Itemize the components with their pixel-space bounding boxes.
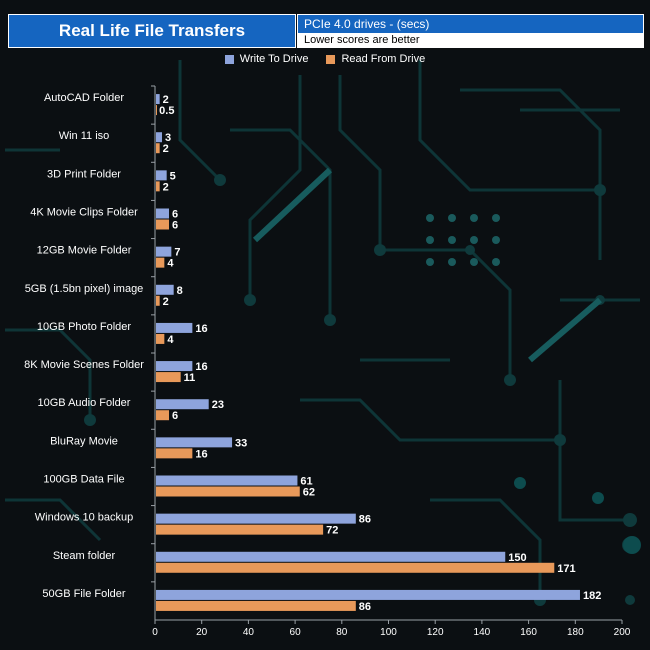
category-label: BluRay Movie: [50, 435, 118, 447]
write-bar: [156, 170, 167, 181]
legend-swatch-read: [326, 54, 336, 64]
read-value-label: 86: [359, 601, 371, 613]
legend-item-read: Read From Drive: [326, 53, 425, 65]
read-bar: [156, 295, 160, 306]
write-value-label: 16: [195, 323, 207, 335]
x-tick-label: 160: [520, 627, 537, 638]
x-tick-label: 100: [380, 627, 397, 638]
write-bar: [156, 589, 580, 600]
legend: Write To Drive Read From Drive: [0, 53, 650, 65]
x-tick-label: 80: [336, 627, 348, 638]
category-label: 3D Print Folder: [47, 168, 121, 180]
read-bar: [156, 486, 300, 497]
write-bar: [156, 94, 160, 105]
read-value-label: 62: [303, 487, 315, 499]
x-tick-label: 60: [290, 627, 302, 638]
legend-swatch-write: [224, 54, 234, 64]
write-bar: [156, 437, 233, 448]
category-label: 8K Movie Scenes Folder: [24, 359, 144, 371]
read-value-label: 171: [557, 563, 575, 575]
read-value-label: 2: [163, 181, 169, 193]
category-label: 10GB Audio Folder: [38, 397, 131, 409]
read-value-label: 2: [163, 143, 169, 155]
write-bar: [156, 208, 170, 219]
x-tick-label: 20: [196, 627, 208, 638]
write-value-label: 2: [163, 94, 169, 106]
write-bar: [156, 132, 163, 143]
write-value-label: 5: [170, 170, 176, 182]
x-tick-label: 140: [474, 627, 491, 638]
read-bar: [156, 333, 165, 344]
write-bar: [156, 322, 193, 333]
legend-item-write: Write To Drive: [224, 53, 309, 65]
category-label: Win 11 iso: [59, 130, 110, 142]
read-bar: [156, 562, 555, 573]
category-label: 10GB Photo Folder: [37, 321, 132, 333]
write-value-label: 3: [165, 132, 171, 144]
category-label: 4K Movie Clips Folder: [30, 207, 138, 219]
subtitle-box: PCIe 4.0 drives - (secs) Lower scores ar…: [297, 14, 644, 48]
x-tick-label: 40: [243, 627, 255, 638]
read-bar: [156, 257, 165, 268]
category-label: 12GB Movie Folder: [37, 245, 132, 257]
write-bar: [156, 513, 356, 524]
x-tick-label: 200: [614, 627, 631, 638]
read-value-label: 2: [163, 296, 169, 308]
x-tick-label: 120: [427, 627, 444, 638]
category-label: 100GB Data File: [43, 474, 124, 486]
category-label: 5GB (1.5bn pixel) image: [25, 283, 144, 295]
read-value-label: 11: [184, 372, 196, 384]
legend-label-write: Write To Drive: [239, 53, 309, 65]
write-bar: [156, 551, 506, 562]
read-value-label: 0.5: [159, 105, 174, 117]
write-bar: [156, 475, 298, 486]
read-value-label: 4: [167, 258, 174, 270]
x-tick-label: 180: [567, 627, 584, 638]
category-label: 50GB File Folder: [42, 588, 125, 600]
read-bar: [156, 219, 170, 230]
write-value-label: 61: [300, 476, 312, 488]
read-value-label: 16: [195, 448, 207, 460]
read-value-label: 6: [172, 220, 178, 232]
category-label: Windows 10 backup: [35, 512, 133, 524]
write-value-label: 16: [195, 361, 207, 373]
category-label: Steam folder: [53, 550, 116, 562]
chart-title: Real Life File Transfers: [8, 14, 296, 48]
write-value-label: 8: [177, 285, 183, 297]
read-bar: [156, 105, 157, 116]
read-value-label: 6: [172, 410, 178, 422]
write-bar: [156, 361, 193, 372]
read-bar: [156, 181, 160, 192]
write-value-label: 33: [235, 437, 247, 449]
read-bar: [156, 524, 324, 535]
write-value-label: 6: [172, 209, 178, 221]
write-bar: [156, 399, 209, 410]
write-value-label: 7: [174, 247, 180, 259]
write-bar: [156, 246, 172, 257]
write-value-label: 86: [359, 514, 371, 526]
chart-subtitle: PCIe 4.0 drives - (secs): [298, 15, 643, 34]
write-value-label: 23: [212, 399, 224, 411]
read-bar: [156, 143, 160, 154]
read-bar: [156, 448, 193, 459]
chart-title-text: Real Life File Transfers: [58, 21, 246, 40]
read-bar: [156, 600, 356, 611]
write-bar: [156, 284, 174, 295]
x-tick-label: 0: [152, 627, 158, 638]
read-value-label: 72: [326, 525, 338, 537]
legend-label-read: Read From Drive: [341, 53, 426, 65]
category-label: AutoCAD Folder: [44, 92, 124, 104]
read-bar: [156, 372, 181, 383]
read-bar: [156, 410, 170, 421]
read-value-label: 4: [167, 334, 174, 346]
write-value-label: 150: [508, 552, 526, 564]
chart-note: Lower scores are better: [298, 34, 643, 47]
write-value-label: 182: [583, 590, 601, 602]
